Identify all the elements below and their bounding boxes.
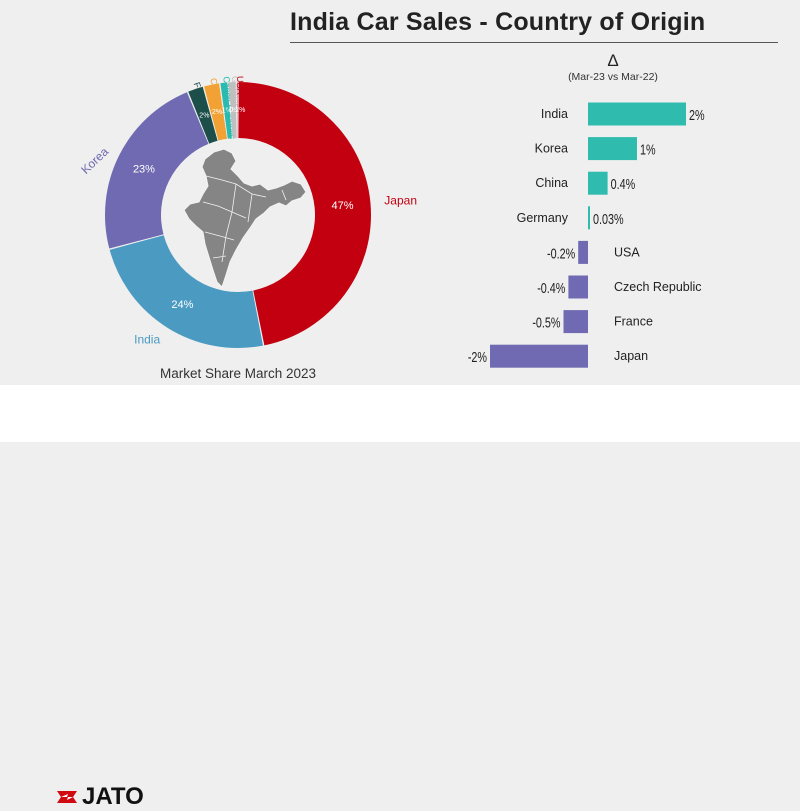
slice-value-czech-republic: 1% (222, 108, 232, 115)
slice-label-japan: Japan (384, 194, 417, 208)
infographic-canvas: India Car Sales - Country of Origin 47% J… (0, 0, 800, 385)
slice-value-france: 2% (199, 113, 209, 120)
value-label-japan: -2% (468, 348, 488, 365)
value-label-czech-republic: -0.4% (537, 279, 565, 296)
slice-india (109, 235, 264, 348)
bar-germany (588, 206, 590, 230)
slice-value-china: 2% (212, 109, 222, 116)
category-label-korea: Korea (535, 142, 568, 156)
slice-label-usa: USA (235, 76, 245, 95)
category-label-india: India (541, 107, 568, 121)
slice-value-korea: 23% (133, 163, 155, 175)
slice-value-india: 24% (171, 299, 193, 311)
bar-korea (588, 137, 637, 161)
slice-value-germany: 1% (228, 107, 238, 114)
slice-label-india: India (134, 333, 160, 347)
category-label-japan: Japan (614, 349, 648, 363)
slice-japan (238, 82, 372, 346)
slice-label-germany: Germany (230, 76, 242, 114)
category-label-germany: Germany (517, 211, 569, 225)
slice-korea (105, 92, 209, 249)
value-label-usa: -0.2% (547, 245, 575, 262)
india-map-icon (183, 148, 307, 288)
slice-france (188, 86, 218, 144)
value-label-china: 0.4% (611, 175, 636, 192)
jato-logo-icon (57, 791, 77, 803)
slice-label-china: China (208, 77, 222, 102)
category-label-usa: USA (614, 245, 640, 259)
bar-china (588, 171, 608, 195)
page-title: India Car Sales - Country of Origin (290, 8, 706, 36)
footer: JATO (0, 385, 800, 810)
donut-chart: 47% Japan24%India23%Korea2%France2%China1… (78, 76, 417, 381)
bar-czech-republic (568, 275, 588, 299)
slice-value-japan: 47% (331, 200, 353, 212)
value-label-germany: 0.03% (593, 210, 624, 227)
category-label-china: China (535, 176, 568, 190)
slice-czech-republic (220, 82, 232, 139)
slice-usa (237, 82, 238, 139)
delta-symbol: Δ (607, 51, 618, 70)
value-label-france: -0.5% (532, 314, 560, 331)
delta-bar-chart: Δ (Mar-23 vs Mar-22) India 2% Korea 1% China… (468, 51, 705, 368)
donut-caption: Market Share March 2023 (160, 366, 316, 381)
bar-marks: India 2% Korea 1% China 0.4% Germany 0.03% USA -0… (468, 102, 705, 368)
bar-france (563, 310, 588, 334)
jato-logo: JATO (56, 783, 144, 811)
bar-japan (490, 344, 588, 368)
donut-slices: 47% Japan24%India23%Korea2%France2%China1… (78, 76, 417, 348)
value-label-india: 2% (689, 106, 705, 123)
slice-china (204, 83, 228, 141)
title-divider (290, 42, 778, 43)
category-label-france: France (614, 315, 653, 329)
brand-name: JATO (82, 783, 144, 810)
slice-value-usa: 0.2% (229, 107, 245, 114)
bar-india (588, 102, 686, 126)
delta-subtitle: (Mar-23 vs Mar-22) (568, 71, 658, 83)
category-label-czech-republic: Czech Republic (614, 280, 702, 294)
bar-usa (578, 240, 588, 264)
slice-label-korea: Korea (78, 144, 111, 176)
value-label-korea: 1% (640, 141, 656, 158)
slice-germany (228, 82, 237, 139)
